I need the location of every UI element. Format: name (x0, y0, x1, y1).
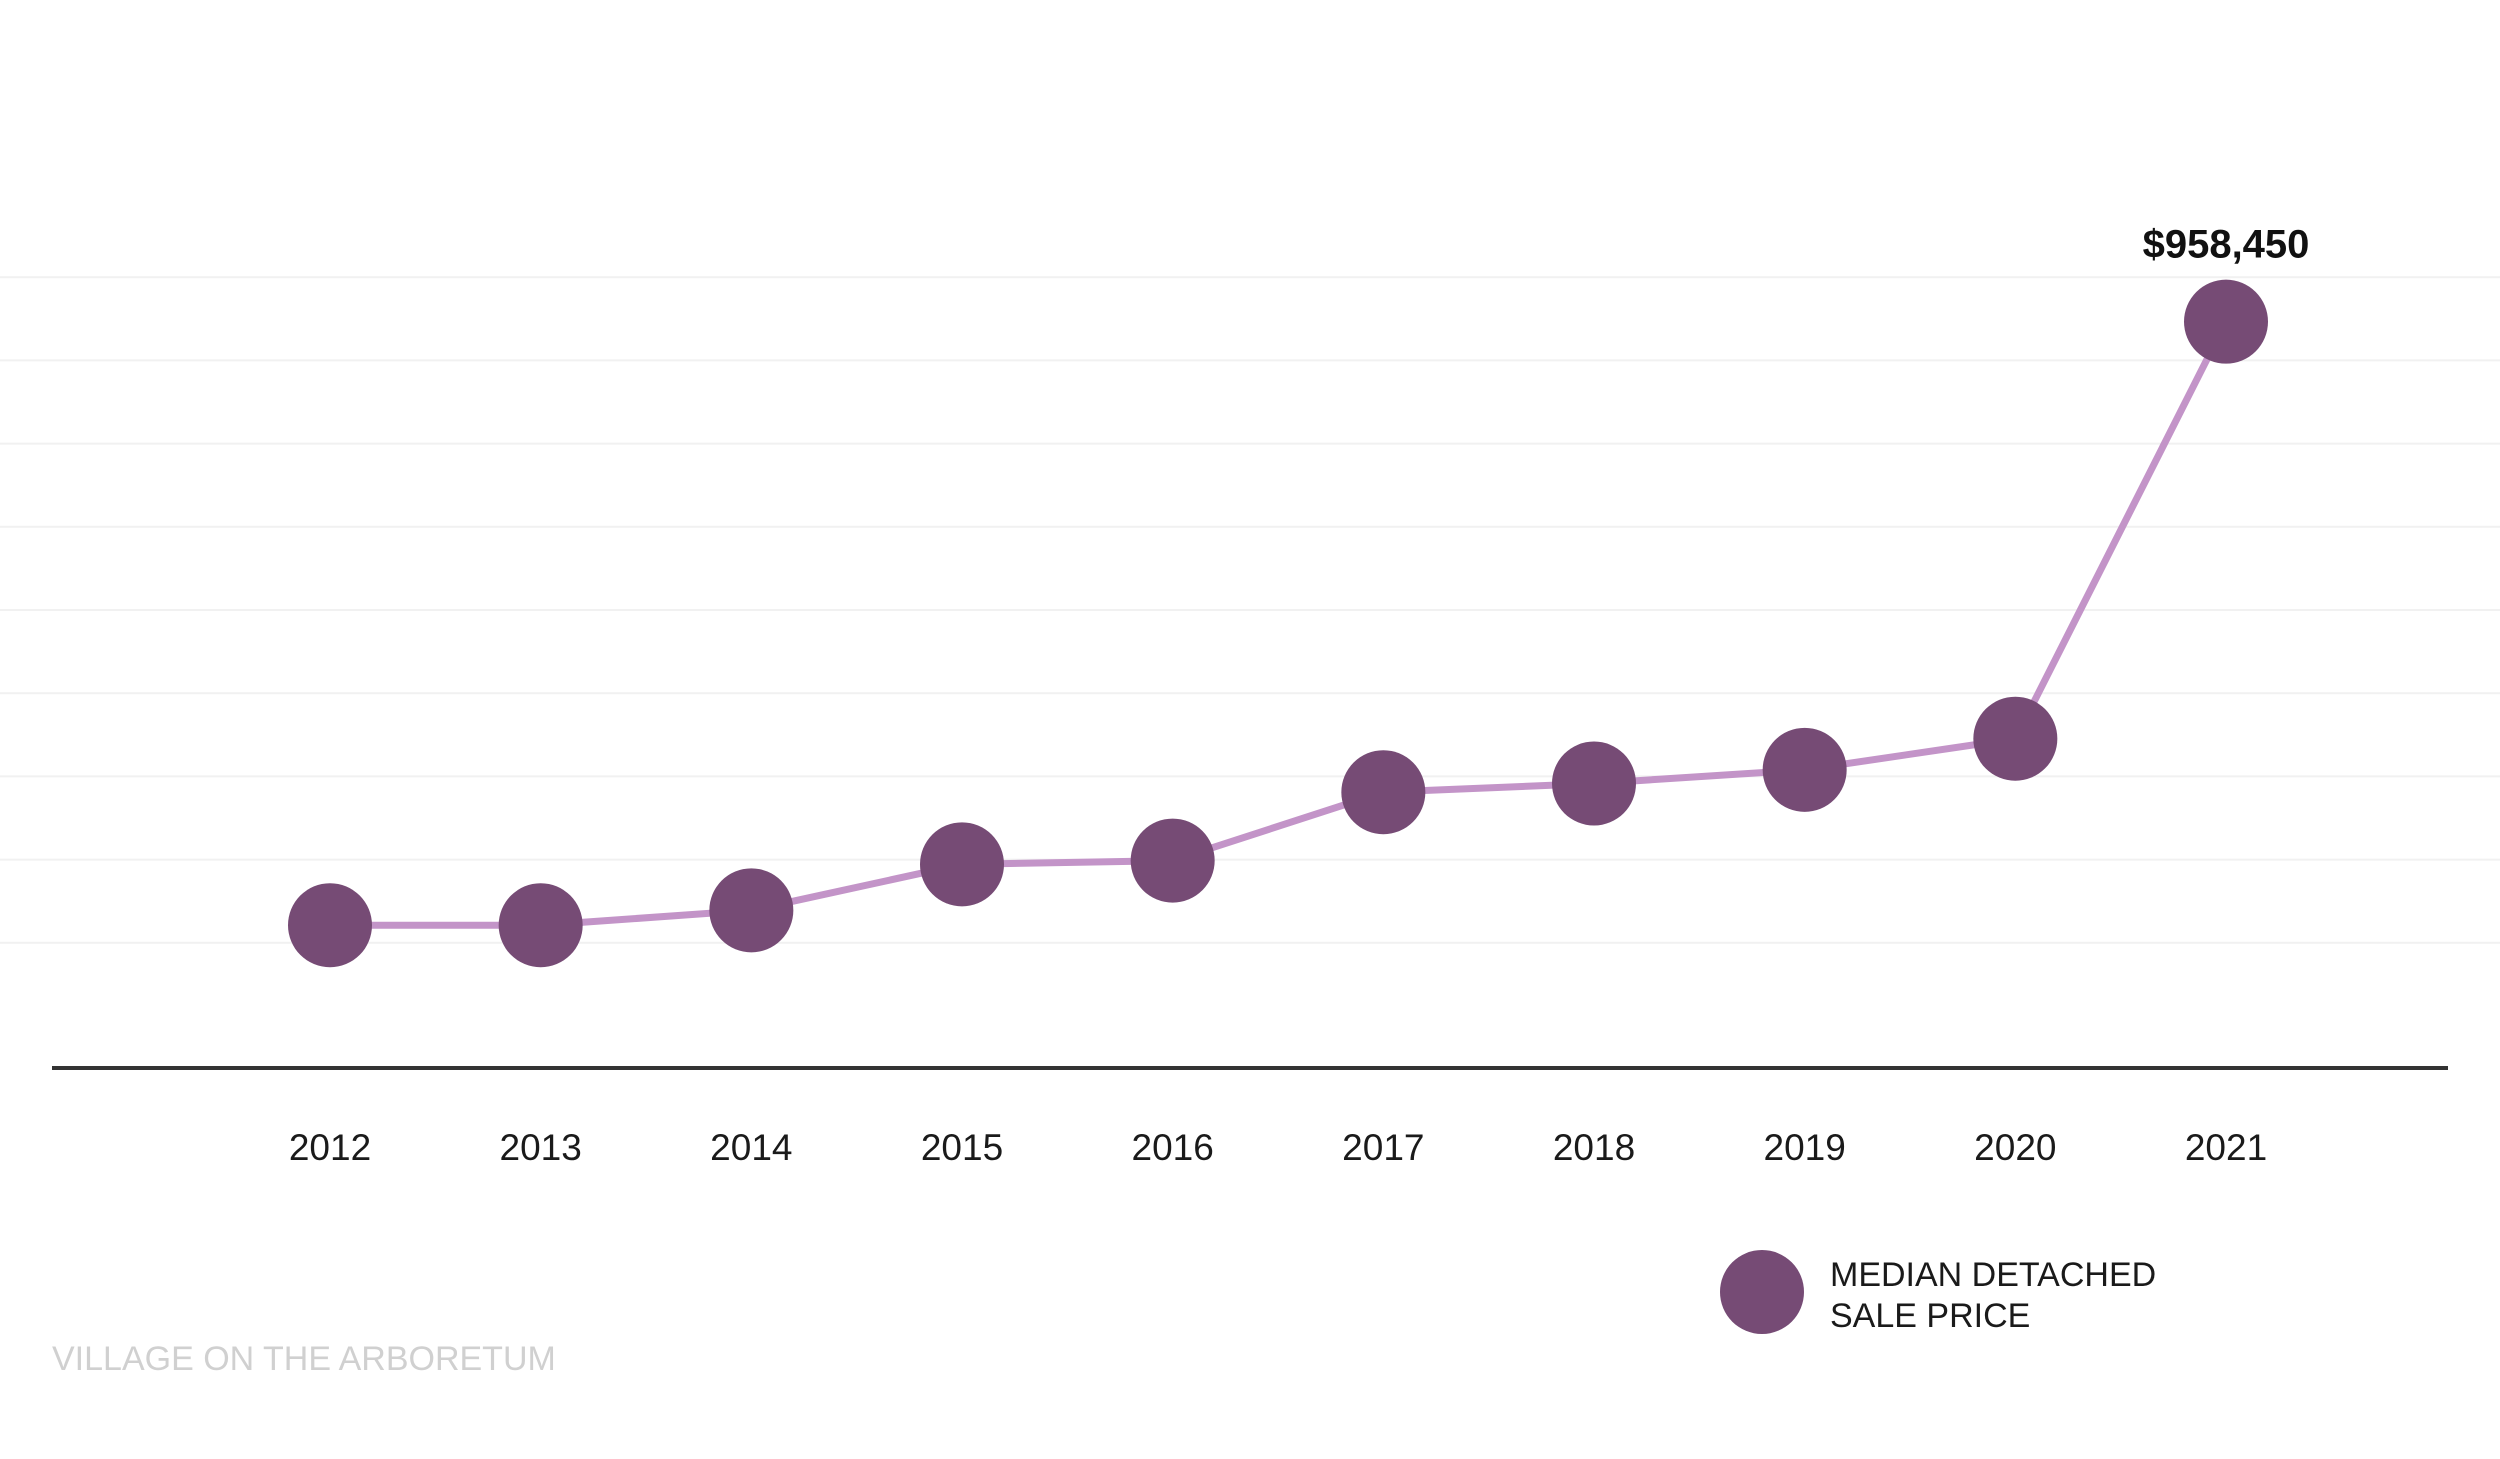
data-point-2017 (1341, 750, 1426, 835)
data-labels: $958,450 (2143, 223, 2310, 267)
x-tick-label: 2018 (1553, 1127, 1635, 1168)
x-axis-tick-labels: 2012 2013 2014 2015 2016 2017 2018 2019 2020 2021 (289, 1127, 2267, 1168)
data-label-2021: $958,450 (2143, 223, 2310, 267)
x-tick-label: 2017 (1342, 1127, 1424, 1168)
data-point-2015 (920, 822, 1004, 907)
data-point-2012 (288, 883, 372, 968)
legend-label-line-2: SALE PRICE (1830, 1297, 2030, 1335)
series-line (330, 320, 2230, 929)
legend-marker (1720, 1250, 1804, 1334)
data-point-2018 (1552, 741, 1636, 826)
x-tick-label: 2014 (710, 1127, 792, 1168)
x-tick-label: 2019 (1764, 1127, 1846, 1168)
legend: MEDIAN DETACHED SALE PRICE (1720, 1250, 2156, 1335)
data-point-2016 (1130, 818, 1215, 903)
data-point-2020 (1973, 696, 2058, 781)
x-tick-label: 2015 (921, 1127, 1003, 1168)
data-point-2019 (1762, 727, 1847, 812)
x-tick-label: 2013 (500, 1127, 582, 1168)
x-tick-label: 2012 (289, 1127, 371, 1168)
series-markers (288, 279, 2268, 968)
legend-label-line-1: MEDIAN DETACHED (1830, 1256, 2156, 1294)
series-line-layer (330, 320, 2230, 929)
x-tick-label: 2016 (1132, 1127, 1214, 1168)
data-point-2013 (498, 883, 583, 968)
gridlines (0, 276, 2500, 944)
data-point-2021 (2184, 279, 2268, 364)
x-tick-label: 2020 (1974, 1127, 2056, 1168)
watermark: VILLAGE ON THE ARBORETUM (52, 1340, 556, 1378)
data-point-2014 (709, 868, 794, 953)
x-tick-label: 2021 (2185, 1127, 2267, 1168)
